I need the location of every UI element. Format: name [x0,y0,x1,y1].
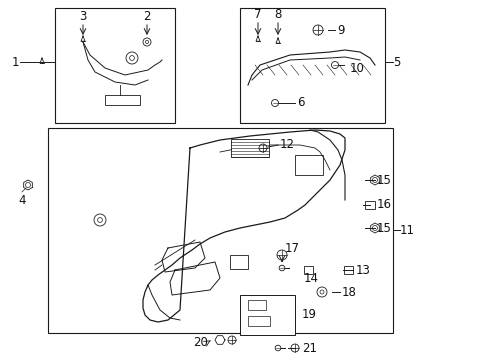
Bar [303,266,313,274]
Text: 15: 15 [377,221,392,234]
Text: 14: 14 [304,271,319,284]
Text: 13: 13 [356,264,371,276]
Text: 12: 12 [280,138,295,150]
Bar [365,201,375,209]
Bar [248,300,266,310]
Text: 4: 4 [18,194,26,207]
Text: 3: 3 [79,9,87,22]
Text: 10: 10 [350,62,365,75]
Bar [240,8,385,123]
Text: 6: 6 [297,96,304,109]
Bar [248,316,270,326]
Text: 5: 5 [393,55,400,68]
Bar [105,95,140,105]
Bar [55,8,175,123]
Text: 17: 17 [285,242,300,255]
Text: 21: 21 [302,342,317,355]
Bar [231,139,269,157]
Text: 11: 11 [400,224,415,237]
Bar [240,295,295,335]
Text: 18: 18 [342,285,357,298]
Bar [230,255,248,269]
Text: 19: 19 [302,307,317,320]
Bar [48,128,393,333]
Text: 7: 7 [254,8,262,21]
Text: 1: 1 [12,55,20,68]
Text: 8: 8 [274,8,282,21]
Text: 20: 20 [193,336,208,348]
Text: 15: 15 [377,174,392,186]
Bar [295,155,323,175]
Text: 9: 9 [337,23,344,36]
Text: 16: 16 [377,198,392,211]
Bar [343,266,352,274]
Text: 2: 2 [143,9,151,22]
